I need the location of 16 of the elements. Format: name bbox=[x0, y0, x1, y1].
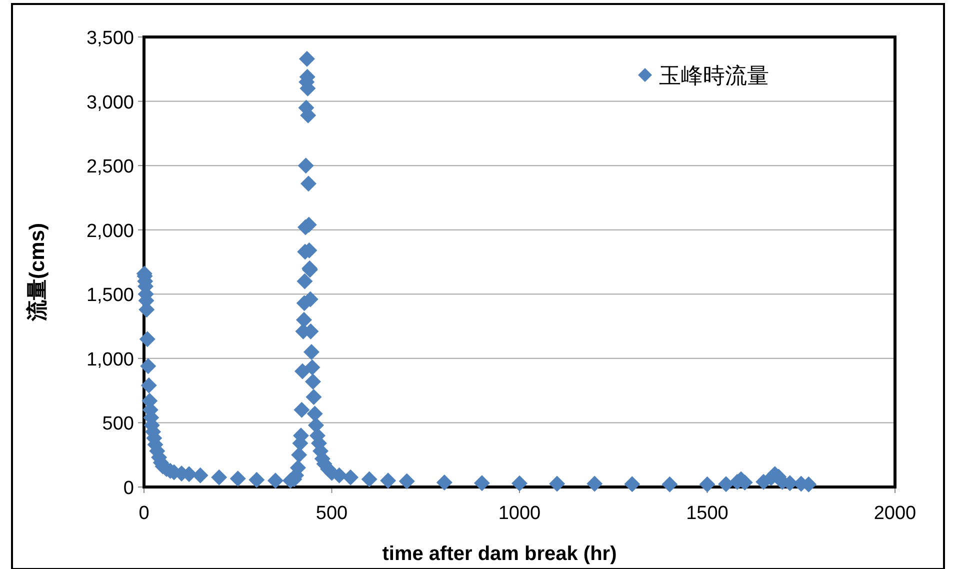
y-tick-label: 0 bbox=[123, 478, 134, 499]
y-tick-label: 3,000 bbox=[86, 92, 134, 114]
y-tick-label: 2,500 bbox=[86, 156, 134, 178]
x-tick-label: 1000 bbox=[498, 503, 541, 524]
x-tick-label: 2000 bbox=[874, 503, 916, 524]
y-tick-label: 500 bbox=[102, 414, 134, 435]
y-tick-label: 3,500 bbox=[86, 28, 134, 49]
y-tick-label: 1,000 bbox=[86, 349, 134, 370]
x-tick-label: 1500 bbox=[686, 503, 728, 524]
x-tick-label: 0 bbox=[138, 503, 150, 524]
y-tick-label: 1,500 bbox=[86, 285, 134, 306]
x-axis-title: time after dam break (hr) bbox=[382, 543, 617, 565]
x-tick-label: 500 bbox=[316, 503, 348, 524]
legend-label: 玉峰時流量 bbox=[659, 63, 769, 88]
y-axis-title: 流量(cms) bbox=[25, 222, 49, 322]
y-tick-label: 2,000 bbox=[86, 220, 134, 242]
